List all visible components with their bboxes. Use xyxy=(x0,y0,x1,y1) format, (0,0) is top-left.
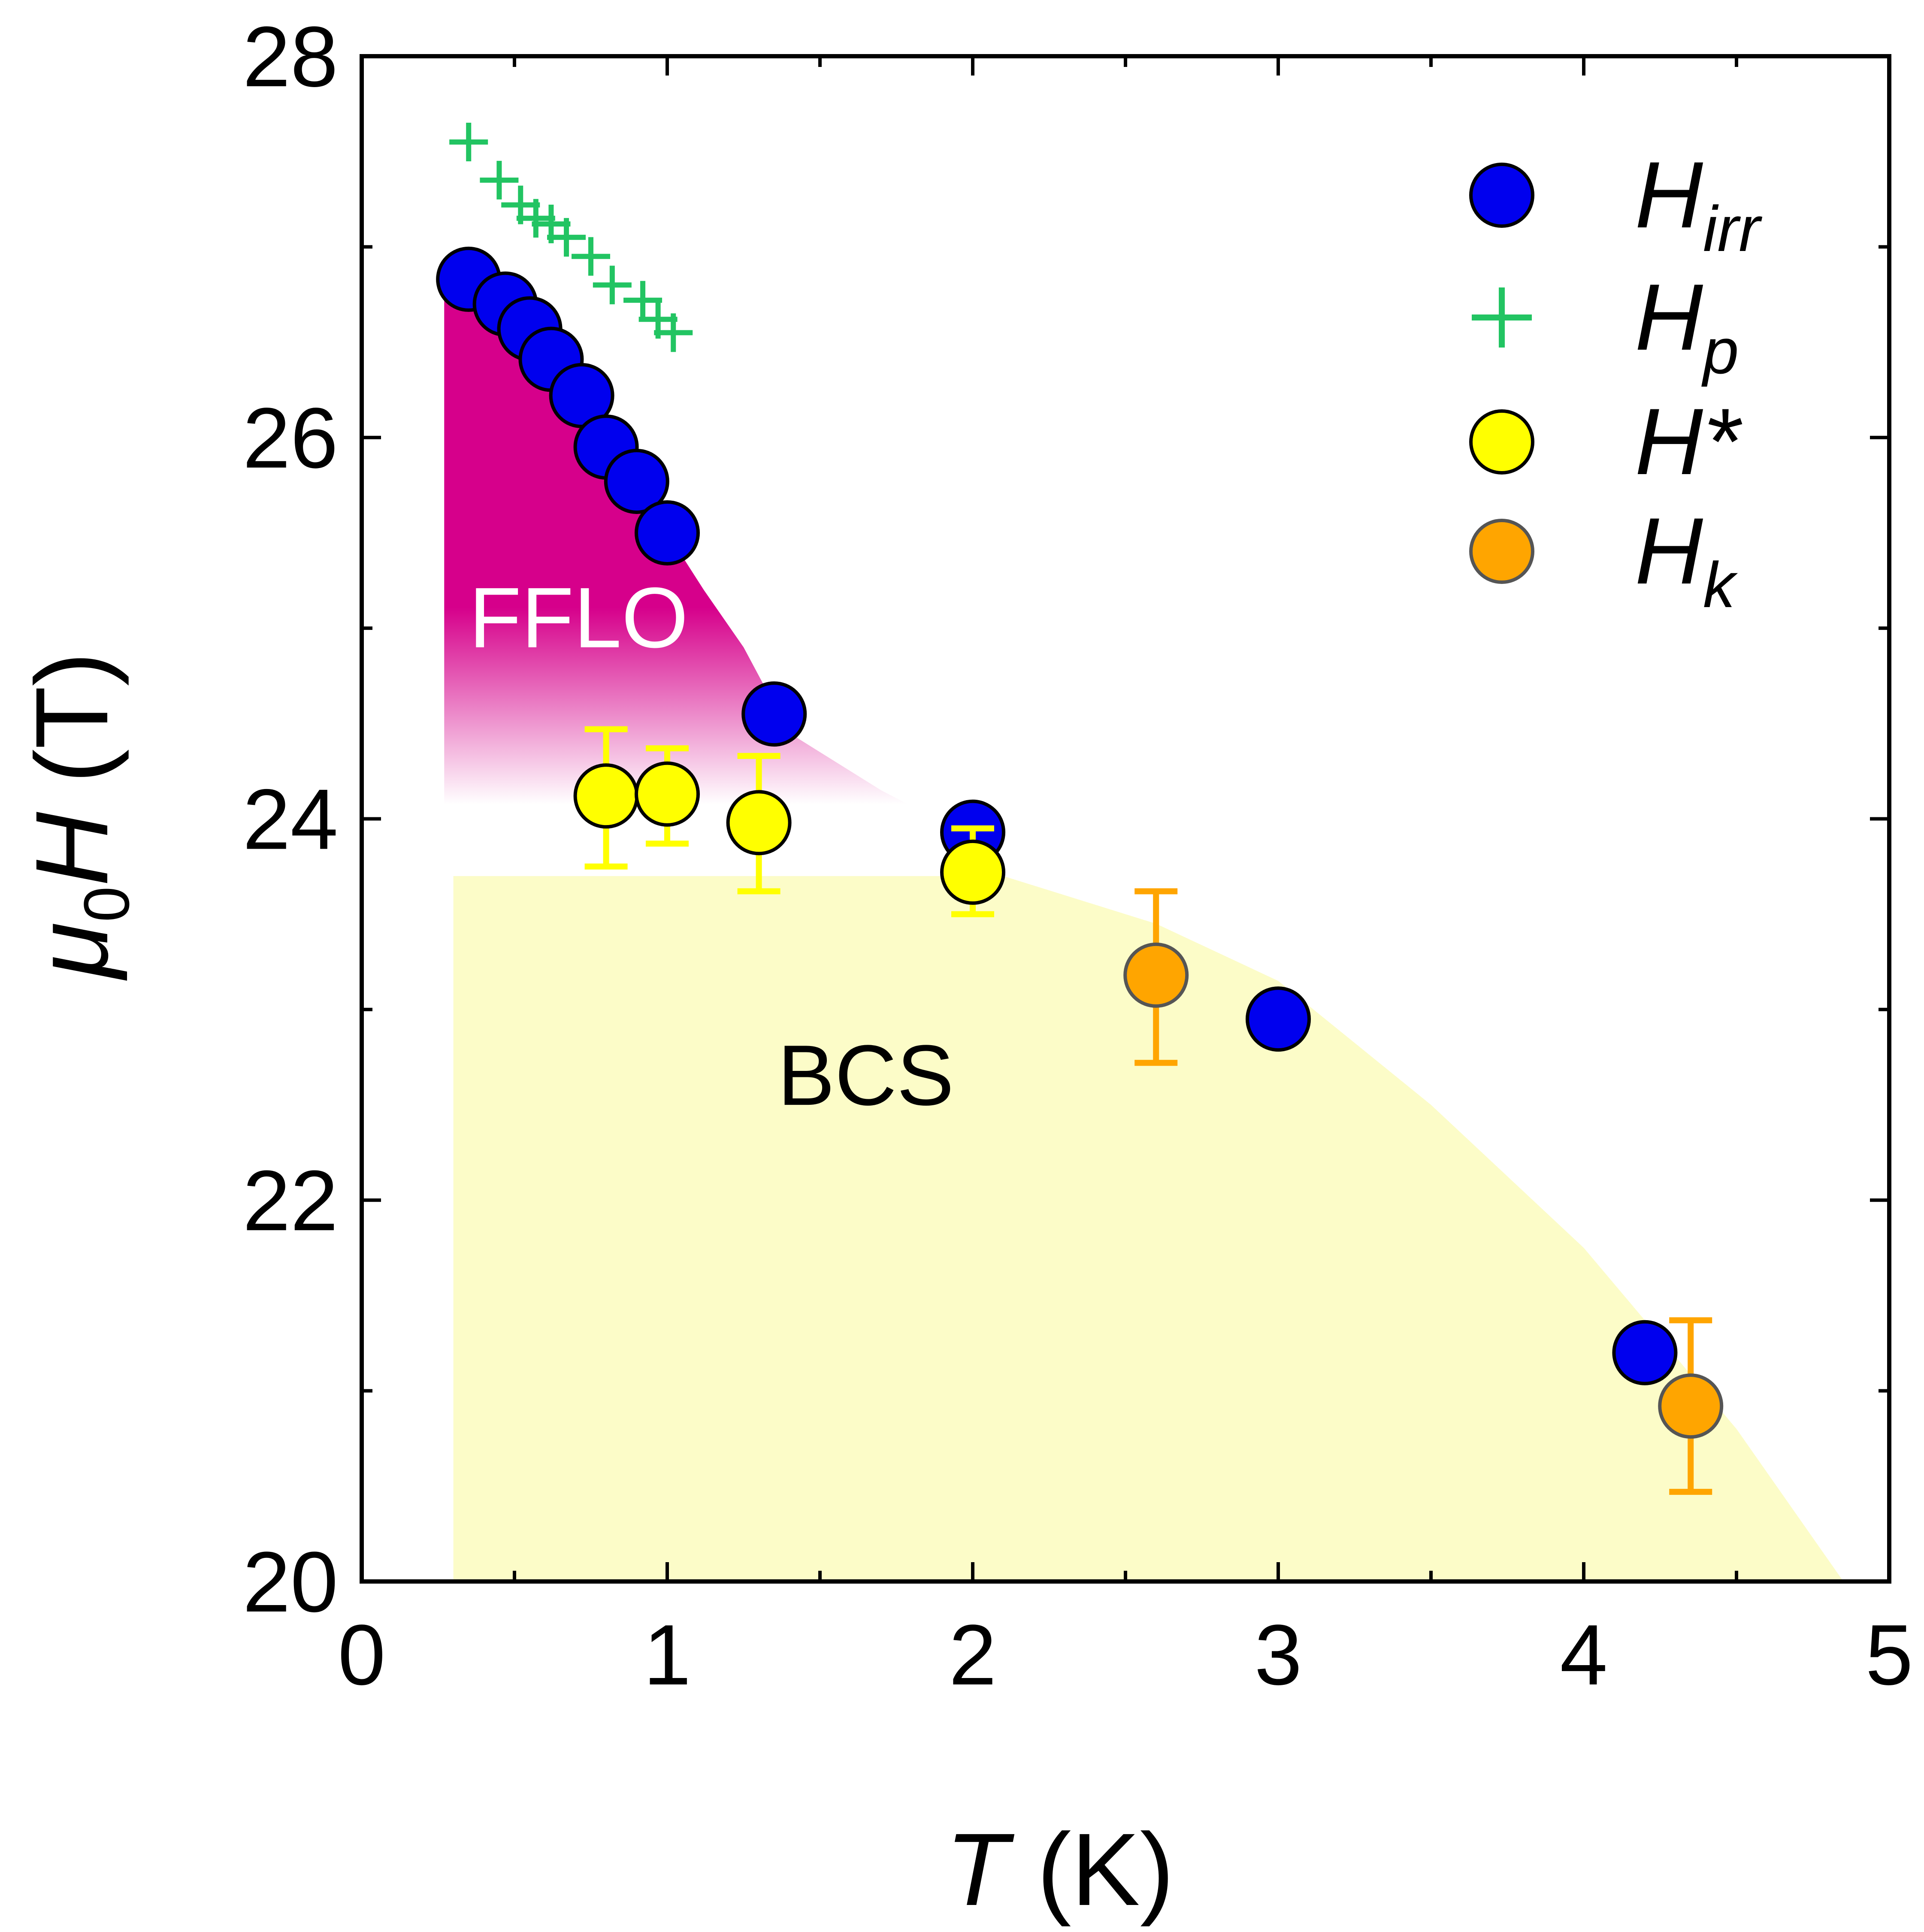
point-hk xyxy=(1123,942,1189,1008)
legend-label-hirr: Hirr xyxy=(1635,142,1762,265)
y-axis-symbol: H xyxy=(14,812,129,886)
point-hstar xyxy=(940,839,1005,905)
x-axis-unit: (K) xyxy=(1008,1812,1174,1927)
legend-label-hstar: H* xyxy=(1635,389,1742,494)
x-tick-label: 2 xyxy=(949,1607,996,1703)
y-axis-label: μ0H (T) xyxy=(14,652,142,981)
data-markers xyxy=(436,122,1724,1495)
legend-marker-hk xyxy=(1469,519,1534,584)
legend-label-hp: Hp xyxy=(1635,264,1739,387)
x-tick-label: 3 xyxy=(1254,1607,1302,1703)
x-tick-label: 0 xyxy=(338,1607,385,1703)
fflo-region-label: FFLO xyxy=(469,570,688,666)
legend-marker-hirr xyxy=(1469,163,1534,228)
legend-marker-hstar xyxy=(1469,409,1534,475)
y-tick-label: 20 xyxy=(243,1534,338,1630)
axis-ticks: 0 1 2 3 4 5 20 22 24 26 28 xyxy=(243,9,1913,1703)
point-hirr xyxy=(741,681,807,747)
y-tick-label: 26 xyxy=(243,390,338,486)
bcs-region-label: BCS xyxy=(777,1028,954,1123)
y-tick-label: 22 xyxy=(243,1153,338,1249)
point-hstar xyxy=(635,761,700,827)
point-hirr xyxy=(604,448,669,514)
y-axis-mu: μ xyxy=(14,922,129,981)
point-hk xyxy=(1658,1373,1724,1439)
point-hstar xyxy=(573,763,639,829)
y-axis-unit: (T) xyxy=(14,652,129,812)
legend-label-hk: Hk xyxy=(1635,498,1738,621)
point-hstar xyxy=(726,790,792,856)
x-axis-label: T (K) xyxy=(945,1812,1174,1927)
y-axis-sub: 0 xyxy=(70,886,142,922)
y-tick-label: 28 xyxy=(243,9,338,105)
x-tick-label: 4 xyxy=(1560,1607,1607,1703)
point-hirr xyxy=(635,500,700,565)
point-hirr xyxy=(1612,1320,1678,1385)
y-tick-label: 24 xyxy=(243,772,338,868)
x-tick-label: 5 xyxy=(1865,1607,1913,1703)
point-hirr xyxy=(1246,986,1311,1052)
x-axis-symbol: T xyxy=(945,1812,1014,1927)
bcs-region xyxy=(453,809,1844,1581)
x-tick-label: 1 xyxy=(643,1607,691,1703)
